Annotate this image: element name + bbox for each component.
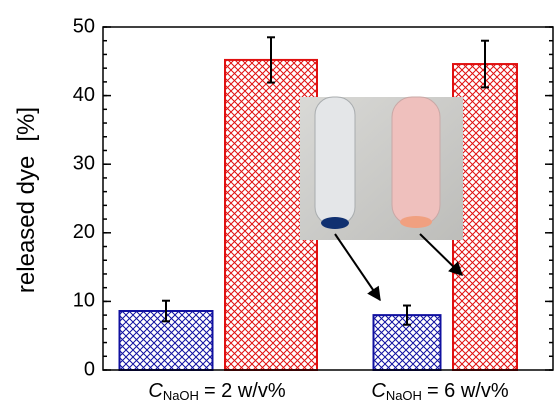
x-tick-label: CNaOH = 6 w/v% [371,380,508,403]
error-bar [403,304,411,326]
plot-frame [102,26,554,371]
category-symbol: C [148,380,163,402]
category-label: = 6 w/v% [427,380,509,402]
y-tick-label: 50 [73,15,95,37]
category-subscript: NaOH [163,388,199,403]
category-label: = 2 w/v% [204,380,286,402]
category-symbol: C [371,380,386,402]
x-tick-label: CNaOH = 2 w/v% [148,380,285,403]
inset-photo [300,96,464,302]
y-tick-label: 10 [73,290,95,312]
y-unit: [%] [13,107,40,142]
error-bar [267,36,275,84]
error-bar [162,299,170,323]
y-axis-label: released dye [%] [13,107,40,293]
y-tick-label: 30 [73,152,95,174]
y-tick-label: 20 [73,221,95,243]
category-subscript: NaOH [386,388,422,403]
y-tick-label: 0 [84,358,95,380]
error-bar [481,39,489,89]
y-label-text: released dye [13,156,40,293]
y-tick-label: 40 [73,84,95,106]
bar [452,63,518,371]
